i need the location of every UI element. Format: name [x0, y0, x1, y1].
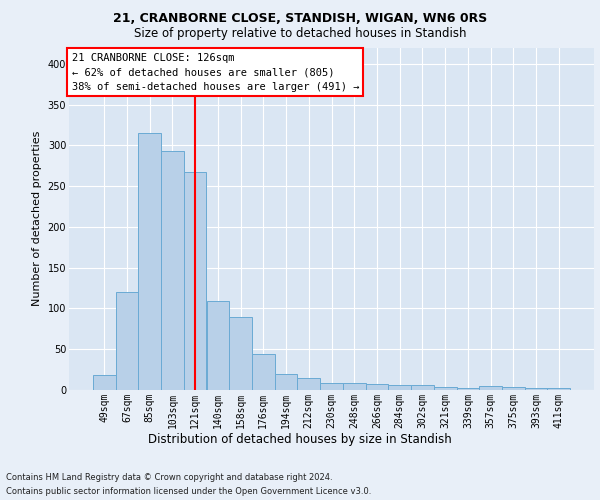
Bar — [229, 318, 252, 390]
Bar — [93, 376, 116, 390]
Bar — [298, 378, 320, 390]
Bar — [343, 384, 365, 390]
Bar — [161, 151, 184, 390]
Bar — [365, 384, 388, 390]
Text: Contains public sector information licensed under the Open Government Licence v3: Contains public sector information licen… — [6, 488, 371, 496]
Bar — [524, 388, 547, 390]
Bar — [547, 388, 570, 390]
Bar — [139, 133, 161, 390]
Bar — [184, 172, 206, 390]
Bar — [275, 374, 298, 390]
Bar — [411, 385, 434, 390]
Text: 21 CRANBORNE CLOSE: 126sqm
← 62% of detached houses are smaller (805)
38% of sem: 21 CRANBORNE CLOSE: 126sqm ← 62% of deta… — [71, 52, 359, 92]
Bar — [116, 292, 139, 390]
Text: Distribution of detached houses by size in Standish: Distribution of detached houses by size … — [148, 432, 452, 446]
Bar — [457, 388, 479, 390]
Bar — [388, 385, 411, 390]
Bar — [502, 386, 524, 390]
Text: 21, CRANBORNE CLOSE, STANDISH, WIGAN, WN6 0RS: 21, CRANBORNE CLOSE, STANDISH, WIGAN, WN… — [113, 12, 487, 26]
Bar — [479, 386, 502, 390]
Bar — [252, 354, 275, 390]
Text: Contains HM Land Registry data © Crown copyright and database right 2024.: Contains HM Land Registry data © Crown c… — [6, 472, 332, 482]
Bar — [434, 386, 457, 390]
Bar — [206, 301, 229, 390]
Text: Size of property relative to detached houses in Standish: Size of property relative to detached ho… — [134, 28, 466, 40]
Y-axis label: Number of detached properties: Number of detached properties — [32, 131, 42, 306]
Bar — [320, 382, 343, 390]
